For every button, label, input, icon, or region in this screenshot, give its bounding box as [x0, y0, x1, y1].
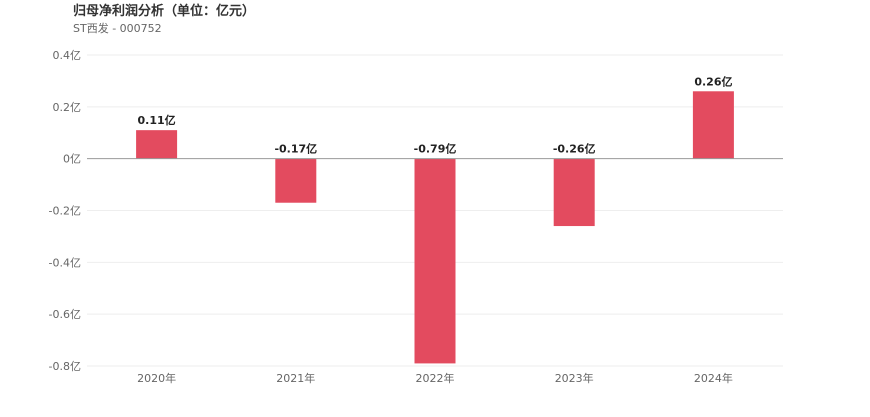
y-tick-label: -0.2亿 — [49, 205, 81, 218]
bar — [414, 158, 456, 364]
y-tick-label: 0亿 — [63, 153, 81, 166]
data-label: -0.79亿 — [414, 142, 457, 156]
data-label: -0.17亿 — [274, 142, 317, 156]
bar — [136, 130, 178, 159]
bar — [553, 158, 595, 227]
chart-subtitle: ST西发 - 000752 — [73, 22, 162, 35]
bar — [275, 158, 317, 203]
x-tick-label: 2021年 — [276, 371, 315, 385]
x-tick-label: 2020年 — [137, 371, 176, 385]
data-label: 0.11亿 — [138, 113, 176, 127]
y-tick-label: 0.4亿 — [53, 49, 82, 62]
chart-title: 归母净利润分析（单位：亿元） — [73, 4, 256, 19]
y-tick-label: -0.6亿 — [49, 308, 81, 321]
x-tick-label: 2024年 — [694, 371, 733, 385]
y-tick-label: 0.2亿 — [53, 101, 82, 114]
bar — [692, 91, 734, 159]
data-label: 0.26亿 — [694, 74, 732, 88]
y-tick-label: -0.4亿 — [49, 256, 81, 269]
y-tick-label: -0.8亿 — [49, 360, 81, 373]
data-label: -0.26亿 — [553, 142, 596, 156]
x-tick-label: 2022年 — [416, 371, 455, 385]
x-tick-label: 2023年 — [555, 371, 594, 385]
